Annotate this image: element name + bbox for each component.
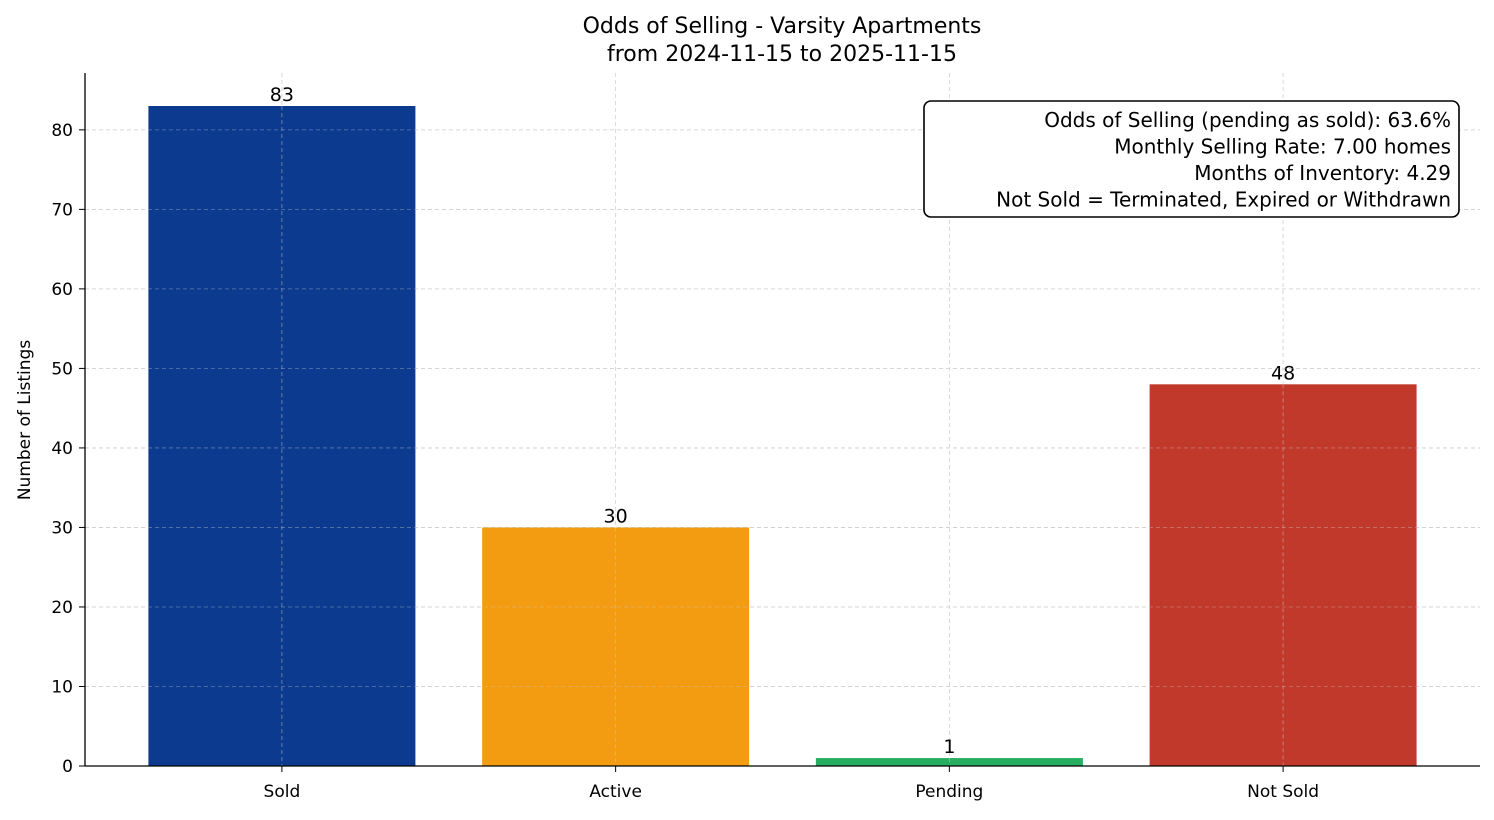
y-tick-label: 10: [51, 677, 73, 697]
chart-subtitle: from 2024-11-15 to 2025-11-15: [607, 42, 957, 67]
y-tick-label: 20: [51, 598, 73, 618]
y-tick-label: 30: [51, 518, 73, 538]
y-tick-label: 80: [51, 121, 73, 141]
y-tick-label: 0: [62, 757, 73, 777]
y-tick-label: 70: [51, 200, 73, 220]
annotation-line: Odds of Selling (pending as sold): 63.6%: [1044, 108, 1451, 132]
annotation-line: Monthly Selling Rate: 7.00 homes: [1114, 135, 1451, 159]
annotation-line: Not Sold = Terminated, Expired or Withdr…: [996, 188, 1451, 212]
x-tick-label: Sold: [264, 782, 301, 802]
x-tick-label: Pending: [915, 782, 983, 802]
y-tick-label: 50: [51, 359, 73, 379]
y-tick-label: 60: [51, 280, 73, 300]
annotation-line: Months of Inventory: 4.29: [1194, 161, 1451, 185]
axes: 0 10 20 30 40 50 60 70 80 Sold Active Pending Not So…: [51, 73, 1480, 802]
bars: 83 30 1 48: [85, 84, 1480, 767]
data-label: 48: [1271, 362, 1295, 384]
annotation-frame: [923, 100, 1460, 218]
y-tick-label: 40: [51, 439, 73, 459]
data-label: 30: [604, 505, 628, 527]
data-label: 1: [943, 736, 955, 758]
x-tick-label: Active: [589, 782, 642, 802]
annotation-box: Odds of Selling (pending as sold): 63.6%…: [923, 100, 1460, 218]
y-axis-label: Number of Listings: [15, 340, 35, 500]
chart-title: Odds of Selling - Varsity Apartments: [583, 14, 982, 39]
data-label: 83: [270, 84, 294, 106]
x-tick-label: Not Sold: [1247, 782, 1319, 802]
